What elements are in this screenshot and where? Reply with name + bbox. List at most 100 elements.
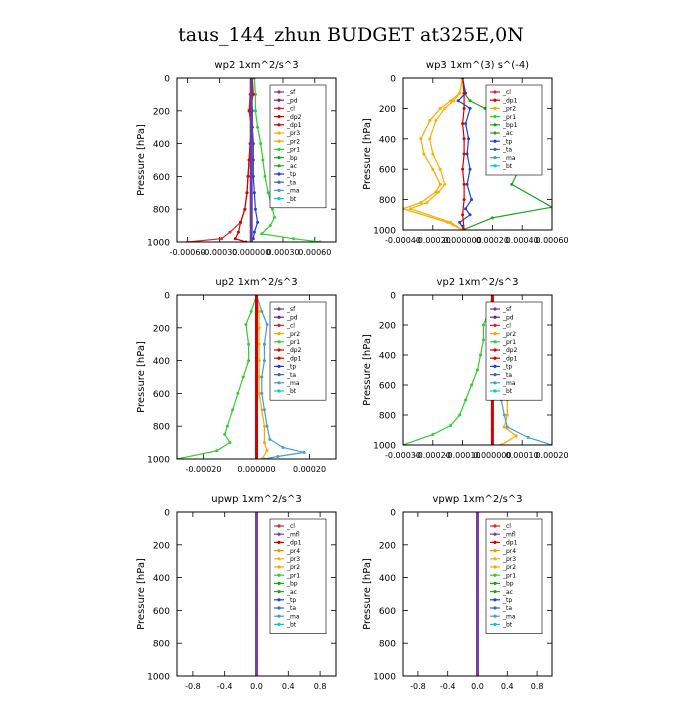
series-point-pr3: [443, 106, 447, 110]
legend-entry: _pr1: [502, 572, 516, 579]
legend-marker: [493, 590, 497, 594]
y-tick-label: 0: [390, 509, 396, 519]
legend-entry: _cl: [502, 523, 511, 530]
legend-entry: _bt: [502, 388, 513, 395]
legend-marker: [493, 139, 497, 143]
panel-title: up2 1xm^2/s^3: [215, 277, 297, 288]
series-point-pr1: [478, 353, 482, 357]
legend-marker: [277, 340, 281, 344]
legend-marker: [277, 164, 281, 168]
y-tick-label: 800: [379, 412, 396, 422]
series-point-pr2: [257, 342, 261, 346]
series-point-pr1: [215, 449, 219, 453]
y-tick-label: 1000: [373, 673, 396, 683]
series-point-mfl: [476, 608, 479, 612]
series-point-dp: [462, 152, 466, 156]
legend-entry: _dp1: [286, 540, 302, 547]
series-point-tp: [456, 99, 460, 103]
legend-marker: [493, 315, 497, 319]
y-tick-label: 0: [164, 509, 170, 519]
series-point-tp: [470, 198, 474, 202]
y-axis-label: Pressure [hPa]: [362, 334, 373, 406]
series-point-tp: [256, 220, 260, 224]
figure-title: taus_144_zhun BUDGET at325E,0N: [178, 24, 524, 46]
plot-frame: [176, 294, 337, 460]
series-point-tp: [465, 152, 469, 156]
series-point-sf: [249, 191, 253, 195]
series-point-dp: [255, 309, 258, 313]
y-tick-label: 0: [164, 75, 170, 85]
legend-entry: _pr4: [286, 548, 300, 555]
y-tick-label: 200: [153, 324, 170, 334]
chart-panel-wp2: wp2 1xm^2/s^3 Pressure [hPa] 0 200 400 600 800…: [136, 60, 337, 257]
series-point-pr2: [262, 424, 266, 428]
y-tick-label: 600: [153, 607, 170, 617]
series-point-pr2: [419, 201, 423, 205]
legend-entry: _tp: [502, 138, 512, 145]
series-point-dp: [462, 182, 466, 186]
legend-marker: [493, 381, 497, 385]
legend-entry: _ac: [286, 589, 297, 596]
series-point-sf: [249, 207, 253, 211]
series-point-pr3: [408, 207, 412, 211]
x-tick-label: -0.8: [185, 682, 201, 691]
series-point-ma: [276, 455, 280, 459]
legend-entry: _cl: [502, 323, 511, 330]
legend-marker: [493, 356, 497, 360]
x-tick-label: 0.4: [282, 682, 295, 691]
series-point-tp: [468, 213, 472, 217]
legend-marker: [277, 381, 281, 385]
y-tick-label: 200: [379, 541, 396, 551]
series-point-pr1: [268, 224, 272, 228]
legend-marker: [277, 188, 281, 192]
series-point-mfl: [255, 543, 258, 547]
series-point-pr1: [249, 309, 253, 313]
y-tick-label: 200: [379, 322, 396, 332]
plot-frame: [402, 77, 553, 231]
legend-marker: [493, 90, 497, 94]
series-point-pr2: [431, 167, 435, 171]
series-point-tp: [458, 220, 462, 224]
series-point-pr2: [257, 326, 261, 330]
legend-entry: _sf: [286, 89, 296, 96]
series-point-pr1: [247, 342, 251, 346]
legend-entry: _dp1: [286, 122, 302, 129]
series-point-pr3: [437, 190, 441, 194]
legend-marker: [493, 164, 497, 168]
series-point-sf: [249, 158, 253, 162]
legend-entry: _ta: [502, 605, 512, 612]
x-tick-label: 0.00060: [535, 236, 568, 245]
legend-marker: [277, 622, 281, 627]
x-tick-label: -0.00010: [445, 451, 481, 460]
legend-entry: _pr1: [286, 147, 300, 154]
legend-entry: _bt: [502, 622, 513, 629]
y-tick-label: 1000: [373, 227, 396, 237]
legend-entry: _pr2: [286, 331, 300, 338]
legend-entry: _ma: [286, 613, 300, 620]
series-point-pr1: [256, 125, 260, 129]
series-point-ma: [265, 323, 269, 327]
x-tick-label: -0.00060: [170, 248, 206, 257]
series-point-mfl: [476, 526, 479, 530]
legend-marker: [277, 156, 281, 160]
legend-entry: _cl: [286, 106, 295, 113]
series-point-pr2: [438, 106, 442, 110]
legend-entry: _ma: [502, 613, 516, 620]
series-point-bp: [490, 216, 494, 220]
legend-marker: [493, 614, 497, 618]
series-point-mfl: [255, 526, 258, 530]
series-point-dp: [255, 375, 258, 379]
x-tick-label: -0.00020: [415, 236, 451, 245]
x-tick-label: 0.00010: [506, 451, 539, 460]
legend-box: [269, 84, 327, 209]
series-point-dp: [461, 167, 465, 171]
y-tick-label: 400: [379, 574, 396, 584]
legend-marker: [277, 590, 281, 594]
legend-marker: [493, 348, 497, 352]
legend-marker: [277, 197, 281, 201]
series-point-dp: [239, 220, 243, 224]
y-tick-label: 600: [153, 390, 170, 400]
series-point-dp: [461, 213, 465, 217]
legend-marker: [277, 323, 281, 327]
legend-entry: _tp: [286, 171, 296, 178]
